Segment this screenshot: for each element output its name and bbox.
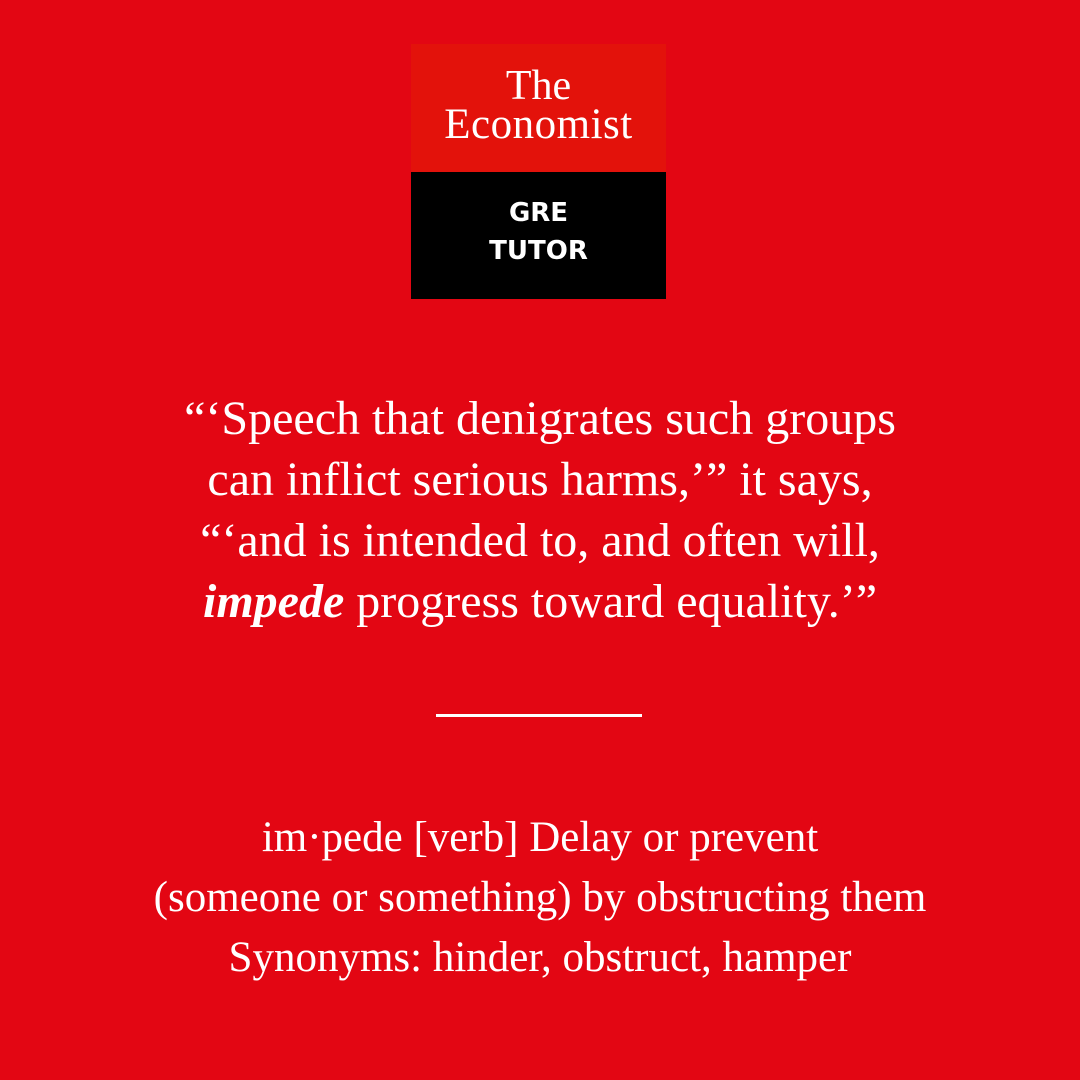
logo-black-block: GRE TUTOR [411, 172, 666, 299]
quote-line-1: “‘Speech that denigrates such groups [184, 392, 896, 445]
definition-line-2: (someone or something) by obstructing th… [153, 874, 927, 921]
logo-red-block: The Economist [411, 44, 666, 172]
quote-line-4-rest: progress toward equality.’” [344, 575, 877, 628]
economist-gre-tutor-logo: The Economist GRE TUTOR [411, 44, 666, 299]
logo-economist-text: Economist [444, 101, 633, 148]
vocabulary-word: impede [203, 575, 345, 628]
definition-text: im·pede [verb] Delay or prevent (someone… [40, 808, 1040, 988]
quote-line-3: “‘and is intended to, and often will, [200, 514, 880, 567]
logo-the-text: The [505, 63, 572, 109]
logo-gre-text: GRE [508, 198, 569, 228]
quote-line-2: can inflict serious harms,’” it says, [207, 453, 873, 506]
definition-line-1: im·pede [verb] Delay or prevent [261, 814, 819, 861]
logo-tutor-text: TUTOR [489, 236, 588, 266]
quote-line-4: impede progress toward equality.’” [40, 571, 1040, 632]
quote-text: “‘Speech that denigrates such groups can… [40, 388, 1040, 632]
synonyms-line: Synonyms: hinder, obstruct, hamper [228, 934, 852, 981]
divider-line [436, 714, 642, 717]
